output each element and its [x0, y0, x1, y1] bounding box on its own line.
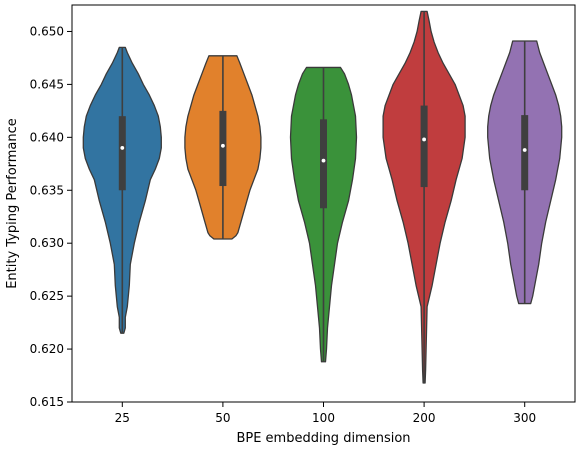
- x-axis: 25 50 100 200 300: [115, 402, 536, 425]
- violin-50: [184, 55, 262, 240]
- iqr-box: [420, 105, 428, 188]
- median-marker: [120, 146, 125, 150]
- y-tick-label: 0.630: [30, 236, 64, 250]
- x-tick-label: 25: [115, 411, 130, 425]
- y-tick-label: 0.650: [30, 24, 64, 38]
- violin-100: [289, 66, 358, 363]
- x-tick-label: 300: [513, 411, 536, 425]
- median-marker: [422, 137, 426, 142]
- median-marker: [321, 158, 326, 163]
- y-tick-label: 0.640: [30, 130, 64, 144]
- y-axis-label: Entity Typing Performance: [5, 118, 20, 289]
- violin-200: [382, 10, 466, 384]
- y-tick-label: 0.625: [30, 289, 64, 303]
- y-tick-label: 0.620: [30, 342, 64, 356]
- y-tick-label: 0.615: [30, 395, 64, 409]
- y-axis: 0.615 0.620 0.625 0.630 0.635 0.640 0.645 0.650: [30, 24, 72, 409]
- iqr-box: [521, 115, 529, 191]
- median-marker: [522, 148, 527, 152]
- iqr-box: [118, 116, 126, 191]
- violins-layer: [82, 10, 563, 384]
- y-tick-label: 0.635: [30, 183, 64, 197]
- violin-300: [487, 40, 563, 305]
- median-marker: [221, 143, 225, 148]
- x-axis-label: BPE embedding dimension: [236, 431, 410, 446]
- iqr-box: [219, 110, 227, 187]
- violin-25: [82, 46, 162, 334]
- iqr-box: [320, 119, 327, 209]
- y-tick-label: 0.645: [30, 77, 64, 91]
- x-tick-label: 100: [312, 411, 335, 425]
- x-tick-label: 200: [413, 411, 436, 425]
- x-tick-label: 50: [215, 411, 230, 425]
